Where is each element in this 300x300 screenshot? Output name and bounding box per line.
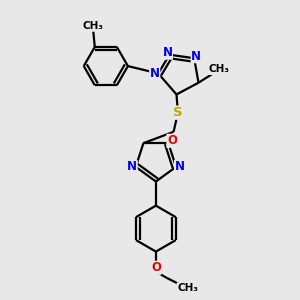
Text: S: S — [173, 106, 183, 119]
Text: N: N — [162, 46, 172, 59]
Text: N: N — [127, 160, 137, 173]
Text: N: N — [191, 50, 201, 63]
Text: CH₃: CH₃ — [83, 21, 104, 31]
Text: N: N — [150, 67, 160, 80]
Text: CH₃: CH₃ — [177, 283, 198, 293]
Text: CH₃: CH₃ — [208, 64, 230, 74]
Text: O: O — [167, 134, 177, 147]
Text: O: O — [151, 261, 161, 274]
Text: N: N — [175, 160, 184, 173]
